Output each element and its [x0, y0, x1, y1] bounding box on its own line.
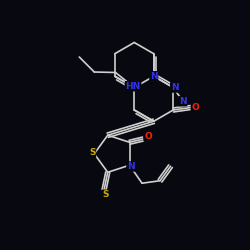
Text: HN: HN — [126, 82, 141, 91]
Text: N: N — [127, 162, 134, 171]
Text: N: N — [171, 83, 178, 92]
Text: S: S — [89, 148, 96, 157]
Text: O: O — [144, 132, 152, 141]
Text: N: N — [150, 72, 158, 81]
Text: N: N — [179, 97, 186, 106]
Text: O: O — [191, 103, 199, 112]
Text: S: S — [102, 190, 108, 199]
